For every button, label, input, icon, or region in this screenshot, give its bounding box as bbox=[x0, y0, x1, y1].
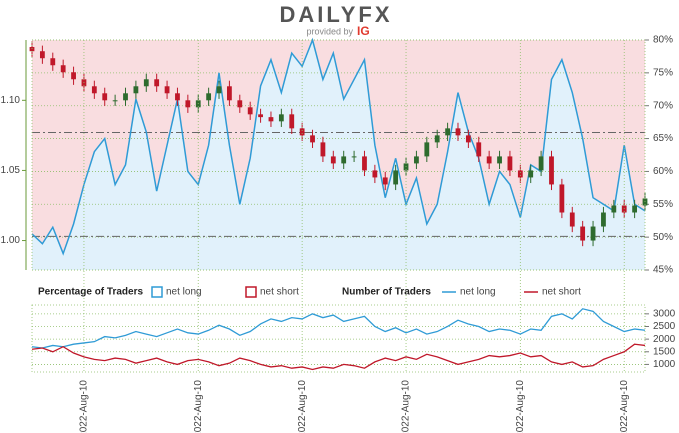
legend-swatch bbox=[151, 286, 163, 298]
candle-body bbox=[91, 86, 97, 94]
candle-body bbox=[143, 79, 149, 87]
candle-body bbox=[601, 212, 606, 227]
candle-body bbox=[29, 47, 35, 52]
candle-body bbox=[268, 117, 274, 122]
candle-body bbox=[154, 79, 160, 87]
candle-body bbox=[123, 93, 128, 101]
candle-body bbox=[71, 72, 76, 80]
y2-tick-label: 55% bbox=[653, 199, 673, 210]
candle-body bbox=[341, 156, 347, 164]
candle-body bbox=[517, 170, 523, 178]
candle-body bbox=[465, 135, 471, 143]
candle-body bbox=[289, 114, 295, 129]
brand-logo: DAILYFX bbox=[279, 2, 392, 27]
candle-body bbox=[507, 156, 513, 171]
legend-label: net short bbox=[260, 287, 299, 298]
x-tick-label: 2022-Aug-10 bbox=[297, 380, 308, 433]
ig-logo: IG bbox=[357, 24, 370, 38]
y-tick-label: 2000 bbox=[653, 334, 676, 345]
candle-body bbox=[434, 135, 440, 143]
candle-body bbox=[310, 135, 315, 143]
candle-body bbox=[227, 86, 232, 101]
candle-body bbox=[569, 212, 575, 227]
candle-body bbox=[445, 128, 450, 136]
candle-body bbox=[258, 114, 263, 118]
series-line bbox=[31, 343, 646, 371]
net-long-area bbox=[32, 40, 645, 270]
candle-body bbox=[50, 58, 56, 66]
candle-body bbox=[611, 205, 617, 213]
candle-body bbox=[497, 156, 502, 164]
candle-body bbox=[299, 128, 305, 136]
candle-body bbox=[538, 156, 544, 171]
candle-body bbox=[39, 51, 45, 59]
charts: 45% 50% 55% 60% 65% 70% 75% 80% 1.00 1.05 1.10 1000… bbox=[1, 35, 676, 433]
candle-body bbox=[476, 142, 482, 157]
y2-tick-label: 50% bbox=[653, 232, 673, 243]
y-tick-label: 2500 bbox=[653, 321, 676, 332]
x-tick-label: 2022-Aug-10 bbox=[401, 380, 412, 433]
candle-body bbox=[133, 86, 139, 94]
net-long-line bbox=[31, 37, 646, 256]
candle-body bbox=[382, 177, 388, 185]
candle-body bbox=[330, 156, 336, 164]
legend-swatch bbox=[245, 286, 257, 298]
plot-frame bbox=[31, 39, 646, 271]
candle-body bbox=[362, 156, 367, 171]
x-tick-label: 2022-Aug-10 bbox=[79, 380, 90, 433]
candle-body bbox=[632, 205, 638, 213]
candle-body bbox=[414, 156, 419, 164]
candle-body bbox=[320, 142, 326, 157]
candle-body bbox=[216, 86, 222, 94]
legend-title: Percentage of Traders bbox=[38, 287, 143, 298]
legend-label: net short bbox=[542, 287, 581, 298]
y2-tick-label: 65% bbox=[653, 133, 673, 144]
candle-body bbox=[112, 100, 118, 102]
candle-body bbox=[206, 93, 212, 101]
candle-body bbox=[351, 156, 357, 158]
y2-tick-label: 60% bbox=[653, 166, 673, 177]
y-tick-label: 1500 bbox=[653, 346, 676, 357]
candle-body bbox=[372, 170, 378, 178]
y-tick-label: 1.10 bbox=[1, 95, 21, 106]
y2-tick-label: 45% bbox=[653, 265, 673, 276]
y2-tick-label: 80% bbox=[653, 35, 673, 46]
legend-label: net long bbox=[166, 287, 202, 298]
candle-body bbox=[175, 93, 180, 101]
legend-label: net long bbox=[460, 287, 496, 298]
y-tick-label: 1000 bbox=[653, 359, 676, 370]
candle-body bbox=[486, 156, 492, 164]
plot-frame bbox=[31, 304, 646, 373]
y2-tick-label: 75% bbox=[653, 67, 673, 78]
legend-title: Number of Traders bbox=[342, 287, 431, 298]
candle-body bbox=[185, 100, 191, 108]
candle-body bbox=[559, 184, 565, 213]
x-tick-label: 2022-Aug-10 bbox=[619, 380, 630, 433]
candle-body bbox=[102, 93, 108, 101]
series-line bbox=[31, 308, 646, 349]
candle-body bbox=[455, 128, 461, 136]
candle-body bbox=[549, 156, 554, 185]
y-tick-label: 1.00 bbox=[1, 235, 21, 246]
candle-body bbox=[278, 114, 284, 122]
x-tick-label: 2022-Aug-10 bbox=[193, 380, 204, 433]
candle-body bbox=[590, 226, 596, 241]
candle-body bbox=[237, 100, 243, 108]
provided-by: provided by bbox=[306, 26, 353, 36]
candle-body bbox=[528, 170, 534, 178]
candle-body bbox=[60, 65, 66, 73]
y-tick-label: 1.05 bbox=[1, 165, 21, 176]
y2-tick-label: 70% bbox=[653, 100, 673, 111]
y-tick-label: 3000 bbox=[653, 308, 676, 319]
candle-body bbox=[393, 170, 399, 185]
x-tick-label: 2022-Aug-10 bbox=[515, 380, 526, 433]
candle-body bbox=[164, 86, 170, 94]
candle-body bbox=[424, 142, 430, 157]
candle-body bbox=[580, 226, 586, 241]
candle-body bbox=[247, 107, 253, 115]
